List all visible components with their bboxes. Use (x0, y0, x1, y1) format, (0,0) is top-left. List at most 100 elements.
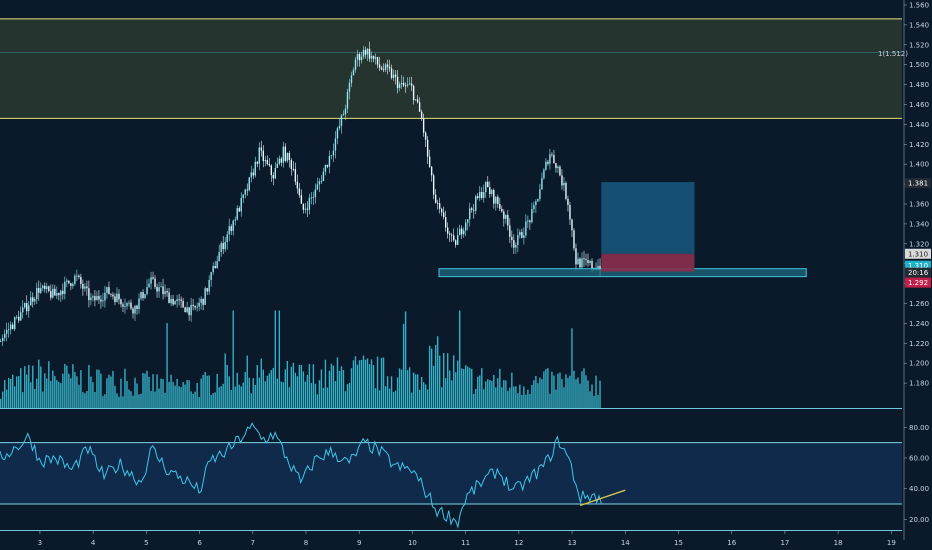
volume-bar (517, 393, 519, 408)
volume-bar (481, 368, 483, 408)
volume-bar (106, 378, 108, 408)
volume-bar (356, 364, 359, 408)
volume-bar (547, 368, 549, 408)
candle-body (298, 188, 301, 196)
volume-bar (184, 384, 186, 408)
candle-body (148, 283, 150, 288)
candle-body (166, 291, 168, 293)
candle-body (24, 303, 26, 308)
candle-body (583, 258, 585, 260)
candle-body (380, 67, 383, 70)
rsi-axis[interactable]: 20.00 40.00 60.00 80.00 (904, 424, 929, 524)
volume-bar (328, 370, 331, 408)
candle-body (50, 291, 52, 298)
candle-body (308, 197, 311, 210)
candle-body (212, 265, 214, 273)
volume-bar (380, 357, 383, 408)
candle-body (180, 299, 182, 301)
volume-bar (200, 378, 202, 408)
volume-bar (392, 391, 395, 408)
volume-bar (396, 377, 399, 408)
rsi-pane[interactable] (0, 422, 902, 531)
volume-bar (513, 386, 515, 408)
candle-body (90, 297, 92, 301)
volume-bar (104, 394, 106, 408)
volume-bar (569, 375, 571, 408)
volume-bar (288, 387, 291, 408)
volume-bar (176, 378, 178, 408)
volume-bar (14, 386, 16, 408)
volume-bar (571, 328, 573, 408)
price-pane[interactable] (0, 18, 902, 409)
candle-body (38, 287, 40, 293)
volume-bar (533, 380, 535, 408)
volume-bar (374, 388, 377, 408)
candle-body (258, 147, 260, 164)
candle-body (316, 184, 319, 190)
candle-body (519, 232, 521, 236)
volume-bar (599, 380, 601, 408)
candle-body (66, 280, 68, 282)
volume-bar (322, 387, 325, 408)
candle-body (86, 286, 88, 289)
price-tag-label: 1.310 (908, 250, 928, 258)
candle-body (569, 205, 571, 220)
candle-body (200, 298, 202, 303)
volume-bar (453, 355, 455, 408)
volume-bar (140, 393, 142, 408)
candle-body (290, 159, 293, 169)
candle-body (168, 292, 170, 304)
volume-bar (378, 390, 381, 408)
candle-body (246, 189, 248, 191)
candle-body (310, 197, 313, 199)
candle-body (426, 139, 429, 157)
volume-bar (202, 374, 204, 408)
candle-body (591, 260, 593, 269)
candle-body (422, 118, 425, 133)
price-tag (905, 277, 931, 288)
time-tick-label: 7 (251, 539, 255, 547)
volume-bar (242, 382, 244, 408)
candle-body (36, 287, 38, 299)
volume-bar (416, 374, 419, 408)
volume-bar (42, 391, 44, 408)
time-axis[interactable]: 3 4 5 6 7 8 9 10 11 12 13 14 15 16 17 18 19 (38, 531, 896, 547)
volume-bar (501, 387, 503, 408)
candle-body (585, 259, 587, 261)
candle-body (106, 287, 108, 293)
volume-bar (76, 376, 78, 408)
volume-bar (4, 380, 6, 408)
volume-bar (284, 369, 287, 408)
candle-body (26, 303, 28, 312)
candle-body (378, 64, 381, 68)
candle-body (306, 208, 309, 210)
volume-bar (32, 365, 34, 408)
candle-body (244, 189, 246, 195)
candle-body (390, 68, 393, 78)
candle-body (360, 56, 363, 61)
candle-body (428, 156, 431, 167)
volume-bar (66, 365, 68, 408)
volume-bar (90, 376, 92, 408)
volume-bar (170, 374, 172, 408)
candle-body (424, 132, 427, 140)
candle-body (110, 293, 112, 295)
candle-body (312, 197, 315, 198)
volume-bar (390, 376, 393, 408)
volume-bar (98, 369, 100, 408)
volume-bar (178, 386, 180, 408)
volume-bar (144, 373, 146, 408)
volume-bar (376, 356, 379, 408)
candle-body (132, 308, 134, 314)
volume-bar (298, 364, 301, 408)
candle-body (539, 189, 541, 199)
candle-body (448, 233, 451, 235)
candle-body (511, 236, 513, 241)
candle-body (228, 226, 230, 235)
volume-bar (128, 389, 130, 408)
volume-bar (250, 393, 252, 408)
volume-bar (326, 387, 329, 408)
volume-bar (262, 369, 264, 408)
candle-body (487, 181, 489, 188)
